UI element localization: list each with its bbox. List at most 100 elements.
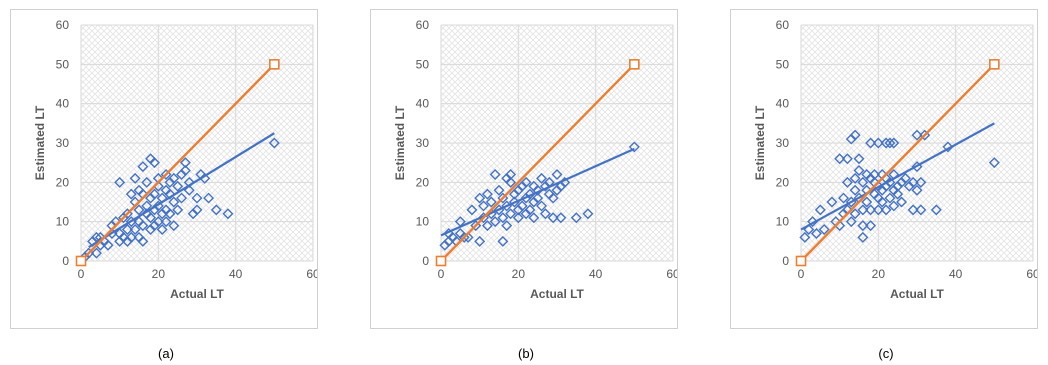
data-point xyxy=(884,192,896,204)
data-point xyxy=(911,129,923,141)
data-point xyxy=(121,224,133,236)
data-point xyxy=(501,220,513,232)
data-point xyxy=(628,141,640,153)
data-point xyxy=(493,184,505,196)
data-point xyxy=(199,172,211,184)
data-point xyxy=(841,153,853,165)
data-point xyxy=(137,235,149,247)
y-axis-title: Estimated LT xyxy=(753,105,767,180)
data-point xyxy=(857,204,869,216)
data-point xyxy=(539,208,551,220)
data-point xyxy=(508,196,520,208)
data-point xyxy=(145,192,157,204)
x-tick-label: 0 xyxy=(798,267,805,281)
data-point xyxy=(497,235,509,247)
y-tick-label: 50 xyxy=(56,57,70,71)
y-tick-label: 0 xyxy=(62,254,69,268)
data-point xyxy=(176,192,188,204)
data-point xyxy=(191,192,203,204)
data-point xyxy=(121,235,133,247)
data-point xyxy=(164,176,176,188)
data-point xyxy=(87,235,99,247)
data-point xyxy=(539,180,551,192)
data-point xyxy=(892,188,904,200)
data-point xyxy=(814,204,826,216)
data-point xyxy=(876,196,888,208)
data-point xyxy=(505,208,517,220)
data-point xyxy=(876,184,888,196)
ideal-marker xyxy=(795,255,807,267)
data-point xyxy=(899,172,911,184)
data-point xyxy=(520,192,532,204)
data-point xyxy=(129,224,141,236)
y-tick-label: 40 xyxy=(776,97,790,111)
data-point xyxy=(849,172,861,184)
data-point xyxy=(911,184,923,196)
data-point xyxy=(536,200,548,212)
data-point xyxy=(172,204,184,216)
y-tick-label: 10 xyxy=(416,215,430,229)
data-point xyxy=(152,216,164,228)
x-axis-title: Actual LT xyxy=(890,287,944,301)
data-point xyxy=(868,168,880,180)
data-point xyxy=(137,220,149,232)
data-point xyxy=(148,204,160,216)
data-point xyxy=(125,188,137,200)
y-tick-label: 50 xyxy=(776,57,790,71)
data-point xyxy=(799,231,811,243)
data-point xyxy=(508,188,520,200)
data-point xyxy=(551,184,563,196)
data-point xyxy=(845,133,857,145)
data-point xyxy=(164,188,176,200)
data-point xyxy=(164,208,176,220)
data-point xyxy=(160,216,172,228)
data-point xyxy=(555,180,567,192)
y-axis-title: Estimated LT xyxy=(393,105,407,180)
data-point xyxy=(888,200,900,212)
data-point xyxy=(865,204,877,216)
data-point xyxy=(102,239,114,251)
data-point xyxy=(841,176,853,188)
data-point xyxy=(179,165,191,177)
data-point xyxy=(141,200,153,212)
data-point xyxy=(907,204,919,216)
data-point xyxy=(443,235,455,247)
chart-panel-c: 0 10 20 30 40 50 60 0 20 40 60 Actual LT Estimated L… xyxy=(730,9,1038,329)
data-point xyxy=(880,137,892,149)
data-point xyxy=(532,192,544,204)
data-point xyxy=(888,137,900,149)
x-tick-label: 0 xyxy=(78,267,85,281)
data-point xyxy=(857,176,869,188)
data-point xyxy=(481,188,493,200)
data-point xyxy=(156,208,168,220)
x-tick-label: 40 xyxy=(589,267,603,281)
x-axis-title: Actual LT xyxy=(170,287,224,301)
data-point xyxy=(203,192,215,204)
chart-panel-b: 0 10 20 30 40 50 60 0 20 40 60 Actual LT Estimated L… xyxy=(370,9,678,329)
y-tick-label: 10 xyxy=(56,215,70,229)
data-point xyxy=(861,196,873,208)
y-tick-label: 10 xyxy=(776,215,790,229)
data-point xyxy=(90,247,102,259)
data-point xyxy=(942,141,954,153)
data-point xyxy=(849,184,861,196)
data-point xyxy=(512,184,524,196)
data-point xyxy=(865,220,877,232)
data-point xyxy=(888,168,900,180)
scatter-chart-b: 0 10 20 30 40 50 60 0 20 40 60 Actual LT Estimated L… xyxy=(393,18,677,301)
data-point xyxy=(849,208,861,220)
data-point xyxy=(210,204,222,216)
y-tick-label: 30 xyxy=(56,136,70,150)
data-point xyxy=(845,196,857,208)
data-point xyxy=(497,212,509,224)
y-tick-label: 60 xyxy=(416,18,430,32)
data-point xyxy=(988,157,1000,169)
data-point xyxy=(137,161,149,173)
data-point xyxy=(125,216,137,228)
data-point xyxy=(865,137,877,149)
data-point xyxy=(520,176,532,188)
data-point xyxy=(148,157,160,169)
ideal-line xyxy=(80,63,276,262)
data-point xyxy=(141,176,153,188)
data-point xyxy=(555,212,567,224)
